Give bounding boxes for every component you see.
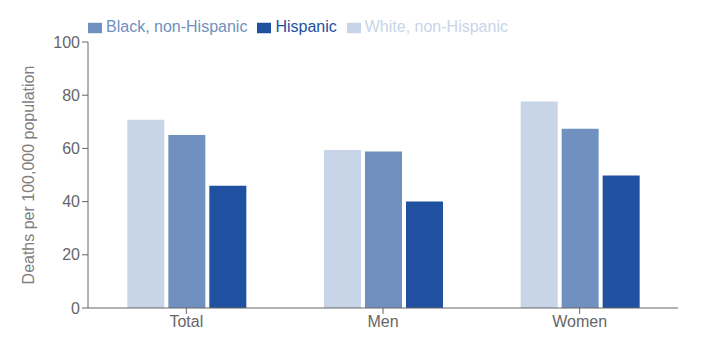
html-text:White, non-Hispanic: White, non-Hispanic [364, 18, 508, 35]
svg-text:Total: Total [169, 313, 203, 330]
svg-text:60: 60 [62, 140, 80, 157]
svg-text:20: 20 [62, 246, 80, 263]
svg-text:100: 100 [53, 34, 80, 51]
svg-text:40: 40 [62, 193, 80, 210]
html-text:Black, non-Hispanic: Black, non-Hispanic [106, 18, 248, 35]
svg-text:Deaths per 100,000 population: Deaths per 100,000 population [20, 66, 37, 285]
svg-text:0: 0 [71, 300, 80, 317]
html-text:Hispanic: Hispanic [275, 18, 337, 35]
svg-text:Men: Men [367, 313, 398, 330]
svg-text:Women: Women [552, 313, 607, 330]
svg-text:80: 80 [62, 87, 80, 104]
